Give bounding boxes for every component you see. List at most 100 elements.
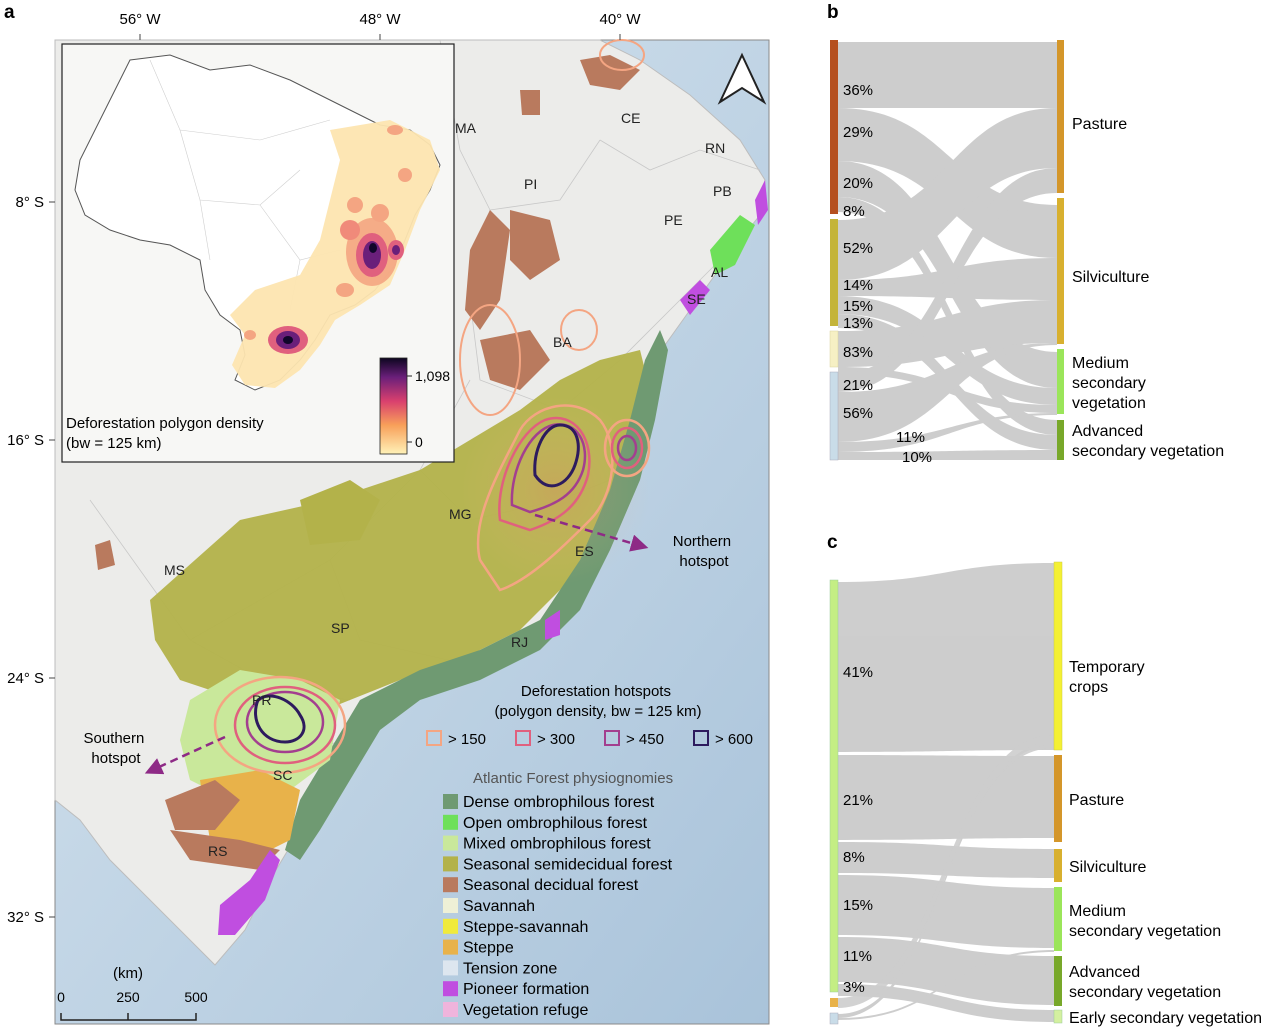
panel-b-pct-8: 83% [843,344,873,361]
legend-label-seasonal-decidual-forest: Seasonal decidual forest [463,877,639,894]
scale-bar-tick-500: 500 [184,989,208,1005]
panel-b-pct-9: 21% [843,377,873,394]
state-label-ms: MS [164,562,185,578]
hotspot-swatch-600 [693,730,709,746]
panel-b-pct-4: 52% [843,240,873,257]
panel-c-pct-0: 41% [843,664,873,681]
legend-label-steppe: Steppe [463,940,514,957]
physiognomy-legend: Atlantic Forest physiognomies Dense ombr… [443,770,673,1019]
hotspot-label-450: > 450 [626,731,664,748]
northern-hotspot-label: Northern hotspot [673,533,736,570]
panel-c-pct-1: 21% [843,792,873,809]
legend-swatch-steppe [443,939,458,955]
hotspots-legend: Deforestation hotspots (polygon density,… [426,683,753,748]
panel-c-label-temporary-crops: Temporary crops [1069,659,1149,696]
scale-bar-tick-250: 250 [116,989,140,1005]
hotspot-label-600: > 600 [715,731,753,748]
panel-b-label-advanced: Advanced secondary vegetation [1072,423,1224,460]
latitude-tick-16s: 16° S [7,432,44,449]
panel-c-source-1 [829,579,839,993]
hotspot-swatch-300 [515,730,531,746]
panel-b-pct-10: 56% [843,405,873,422]
hotspot-swatch-450 [604,730,620,746]
state-label-pi: PI [524,176,537,192]
vegetation-map [95,55,768,935]
state-label-pr: PR [252,692,271,708]
southern-hotspot-label: Southern hotspot [83,730,148,767]
panel-c-source-3 [829,1012,839,1025]
legend-label-mixed-ombrophilous-forest: Mixed ombrophilous forest [463,836,651,853]
state-label-sc: SC [273,767,292,783]
panel-c-target-labels: Temporary crops Pasture Silviculture Med… [1069,659,1262,1027]
panel-c-target-early [1053,1009,1063,1024]
legend-label-seasonal-semidecidual-forest: Seasonal semidecidual forest [463,856,673,873]
panel-b-pct-0: 36% [843,82,873,99]
panel-b-target-pasture [1057,40,1064,193]
state-label-rs: RS [208,843,227,859]
panel-b-source-3 [829,330,839,368]
panel-c-label-pasture: Pasture [1069,792,1124,809]
panel-c-pct-4: 11% [843,948,872,965]
longitude-tick-48w: 48° W [359,11,401,28]
legend-label-vegetation-refuge: Vegetation refuge [463,1002,589,1019]
state-label-ce: CE [621,110,640,126]
latitude-tick-8s: 8° S [15,194,44,211]
panel-b-percent-labels: 36% 29% 20% 8% 52% 14% 15% 13% 83% 21% 5… [843,82,932,466]
panel-c-target-silviculture [1054,849,1062,882]
northern-hotspot-arrow [534,513,649,552]
southern-hotspot-contours [213,675,347,775]
legend-label-tension-zone: Tension zone [463,960,557,977]
longitude-tick-40w: 40° W [599,11,641,28]
legend-swatch-pioneer-formation [443,981,458,997]
panel-b-letter: b [827,2,839,23]
legend-swatch-seasonal-decidual-forest [443,877,458,893]
panel-c-percent-labels: 41% 21% 8% 15% 11% 3% [843,664,873,996]
state-label-ba: BA [553,334,572,350]
panel-b-target-silviculture [1057,198,1064,344]
panel-b-pct-5: 14% [843,277,873,294]
legend-swatch-mixed-ombrophilous-forest [443,835,458,851]
legend-swatch-tension-zone [443,960,458,976]
hotspots-legend-title: Deforestation hotspots (polygon density,… [495,683,702,720]
graticule-ticks [49,34,621,918]
state-label-mg: MG [449,506,472,522]
southern-hotspot-arrow [144,735,226,775]
panel-c-flows [838,563,1054,1022]
panel-c-label-silviculture: Silviculture [1069,859,1146,876]
hotspot-label-300: > 300 [537,731,575,748]
state-label-se: SE [687,291,706,307]
legend-label-savannah: Savannah [463,898,535,915]
state-label-rn: RN [705,140,725,156]
legend-swatch-vegetation-refuge [443,1002,458,1017]
panel-b-label-silviculture: Silviculture [1072,269,1149,286]
panel-c-target-temporary-crops [1053,561,1063,751]
scale-bar-unit: (km) [113,965,143,982]
panel-b-target-labels: Pasture Silviculture Medium secondary ve… [1072,116,1224,460]
state-label-es: ES [575,543,594,559]
legend-swatch-steppe-savannah [443,918,458,934]
panel-b-pct-3: 8% [843,203,865,220]
state-label-al: AL [711,264,728,280]
panel-a: a [4,2,770,1025]
panel-b-pct-12: 10% [902,449,932,466]
hotspot-label-150: > 150 [448,731,486,748]
legend-label-pioneer-formation: Pioneer formation [463,981,589,998]
north-arrow-icon [717,52,767,105]
panel-b-pct-6: 15% [843,298,873,315]
panel-c-label-advanced: Advanced secondary vegetation [1069,964,1221,1001]
legend-swatch-seasonal-semidecidual-forest [443,856,458,872]
legend-swatch-dense-ombrophilous-forest [443,794,458,809]
inset-title: Deforestation polygon density (bw = 125 … [66,415,268,452]
northern-hotspot-contours [459,39,651,592]
panel-c-target-pasture [1054,755,1062,842]
panel-c: c 41% 21% 8% 15% 11% 3% [827,532,1262,1027]
panel-c-target-medium [1054,887,1062,951]
legend-swatch-savannah [443,898,458,913]
panel-a-letter: a [4,2,15,23]
panel-b-pct-1: 29% [843,124,873,141]
panel-c-pct-2: 8% [843,849,865,866]
legend-label-steppe-savannah: Steppe-savannah [463,919,588,936]
legend-label-open-ombrophilous-forest: Open ombrophilous forest [463,815,648,832]
panel-b-flows [838,42,1057,460]
density-scale-min: 0 [415,434,423,450]
